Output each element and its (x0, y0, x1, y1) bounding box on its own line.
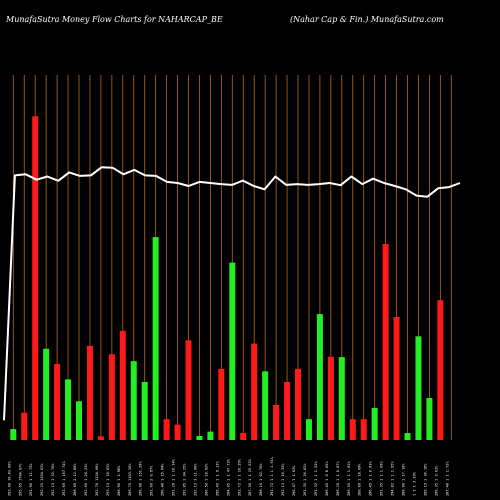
x-tick-label: 292.72 1 1 16.16% (237, 458, 241, 496)
x-tick-label: 294.82 1 1 1.95% (391, 461, 395, 496)
flow-bar (207, 431, 214, 440)
x-tick-label: 288.80 1 17.10% (402, 463, 406, 496)
flow-bar (273, 404, 280, 440)
flow-bar (295, 368, 301, 440)
x-tick-label: 290.35 1 3.02% (434, 465, 438, 496)
x-tick-label: 287.40 1 1 1.72% (445, 461, 449, 496)
flow-bar (130, 361, 137, 440)
flow-bar (163, 419, 170, 440)
flow-bar (338, 357, 345, 440)
flow-bar (437, 300, 444, 440)
flow-bar (284, 381, 291, 440)
x-tick-label: 292.60 1 24.23% (84, 463, 88, 496)
x-tick-label: 289.75 1163.20% (128, 463, 132, 496)
x-tick-label: 288.90 1 2.96% (117, 465, 121, 496)
flow-bar (21, 412, 28, 441)
x-tick-label: 289.15 1 30.16% (423, 463, 427, 496)
flow-bar (196, 435, 203, 441)
flow-bar (97, 436, 104, 440)
flow-bar (371, 407, 378, 440)
x-tick-label: 288.00 2.12.80% (73, 463, 77, 496)
x-tick-label: 1 1 1 3.10% (412, 471, 416, 496)
flow-bar (32, 116, 39, 440)
flow-bar (152, 237, 159, 440)
flow-bar (382, 243, 389, 440)
price-line-path (3, 166, 461, 421)
x-tick-label: 288.89 1 18.09% (358, 463, 362, 496)
flow-bar (54, 364, 61, 440)
x-tick-label: 293.15 1 10.02% (106, 463, 110, 496)
x-tick-label: 292.60 1 167.74% (62, 461, 66, 496)
x-tick-label: 294.05 1 1 47.72% (226, 458, 230, 496)
x-tick-label: 290.40 1 15.64% (161, 463, 165, 496)
x-tick-label: 292.12 3.11.00% (193, 463, 197, 496)
x-tick-label: 296.45 1 1 9.12% (215, 461, 219, 496)
flow-bar (185, 340, 192, 441)
flow-bar (262, 371, 269, 440)
flow-bar (86, 345, 93, 440)
flow-bar (360, 419, 367, 440)
x-tick-label: 291.85 1 34.25% (183, 463, 187, 496)
chart-title-left: MunafaSutra Money Flow Charts for NAHARC… (5, 15, 223, 24)
x-tick-label: 291.60 2 0.97% (150, 465, 154, 496)
x-tick-label: 292.25 1154.02% (40, 463, 44, 496)
x-tick-label: 291.35 1 1 1.09% (380, 461, 384, 496)
flow-bar (174, 424, 181, 440)
x-tick-label: 286.50 1 10.02% (204, 463, 208, 496)
x-tick-label: 295.65 1784.07% (18, 463, 22, 496)
flow-bar (240, 433, 247, 440)
flow-bar (251, 343, 258, 440)
flow-bar (316, 314, 323, 440)
x-tick-label: 291.35 1 26.02% (303, 463, 307, 496)
x-tick-label: 291.90 1 11.75% (29, 463, 33, 496)
x-tick-label: 289.20 1 1 0.87% (336, 461, 340, 496)
flow-bar (404, 433, 411, 440)
x-tick-label: 293.00 19.83.00% (7, 461, 11, 496)
chart-title-right: (Nahar Cap & Fin.) MunafaSutra.com (290, 15, 444, 24)
x-tick-label: 290.47 1 1.62% (292, 465, 296, 496)
x-tick-label: 291.32 1 1 1.52% (314, 461, 318, 496)
flow-bar (327, 356, 334, 440)
x-tick-label: 296.45 1 1 0.93% (369, 461, 373, 496)
flow-bar (229, 262, 236, 440)
money-flow-bars (10, 116, 444, 441)
x-tick-label: 292.15 1 32.70% (51, 463, 55, 496)
flow-bar (415, 336, 422, 440)
x-tick-label: 289.55 1 1 1.62% (347, 461, 351, 496)
x-tick-label: 292.70 1124.00% (95, 463, 99, 496)
x-tick-label: 287.50 1 1 25.02% (248, 458, 252, 496)
x-tick-label: 291.20 1 1 16.14% (172, 458, 176, 496)
flow-bar (426, 398, 433, 440)
flow-bar (43, 348, 50, 440)
x-tick-label: 290.90 1 151.29% (139, 461, 143, 496)
x-tick-label: 291.72 1 1 1 1.01% (270, 456, 274, 496)
price-line (3, 166, 461, 421)
flow-bar (119, 330, 126, 440)
flow-bar (218, 368, 225, 440)
flow-bar (141, 381, 148, 440)
x-tick-label: 289.45 1 0 8.05% (325, 461, 329, 496)
flow-bar (76, 401, 82, 440)
x-tick-label: 292.13 1 16.32% (281, 463, 285, 496)
flow-bar (393, 317, 400, 441)
x-axis-tick-labels: 293.00 19.83.00% 295.65 1784.07% 291.90 1 … (7, 456, 449, 496)
flow-bar (10, 429, 17, 440)
flow-bar (108, 354, 115, 440)
flow-bar (65, 379, 72, 440)
flow-bar (305, 419, 312, 440)
flow-bar (349, 419, 356, 440)
x-tick-label: 288.10 1 62.70% (259, 463, 263, 496)
